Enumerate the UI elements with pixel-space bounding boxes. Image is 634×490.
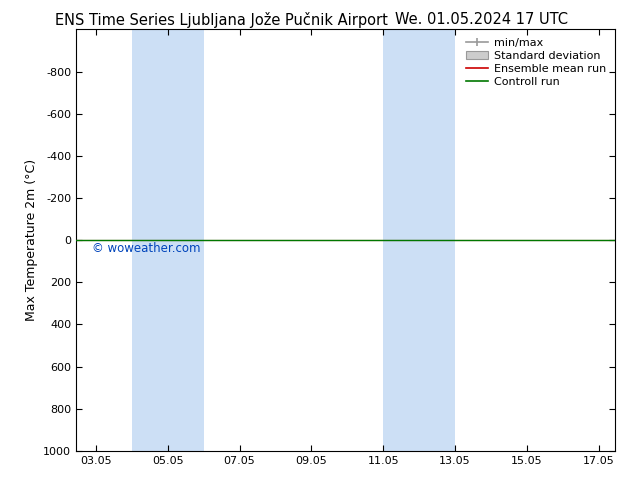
Text: © woweather.com: © woweather.com — [93, 242, 201, 255]
Text: ENS Time Series Ljubljana Jože Pučnik Airport: ENS Time Series Ljubljana Jože Pučnik Ai… — [55, 12, 389, 28]
Bar — [383, 29, 455, 451]
Bar — [132, 29, 204, 451]
Legend: min/max, Standard deviation, Ensemble mean run, Controll run: min/max, Standard deviation, Ensemble me… — [462, 34, 611, 91]
Text: We. 01.05.2024 17 UTC: We. 01.05.2024 17 UTC — [396, 12, 568, 27]
Y-axis label: Max Temperature 2m (°C): Max Temperature 2m (°C) — [25, 159, 37, 321]
